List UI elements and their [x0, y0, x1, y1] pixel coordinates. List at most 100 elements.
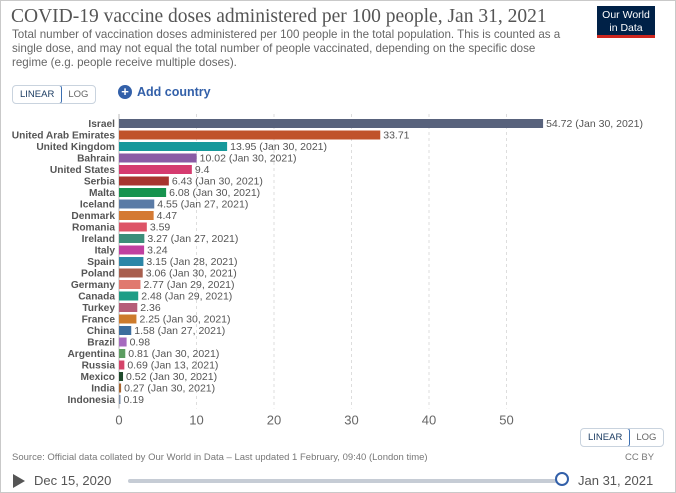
x-tick-label-20: 20	[267, 413, 281, 428]
value-label-france: 2.25 (Jan 30, 2021)	[139, 314, 230, 326]
bar-italy	[119, 245, 145, 255]
bar-chart: 0 10 20 30 40 50 Israel 54.72 (Jan 30, 2021) Uni…	[12, 114, 643, 428]
category-label-canada: Canada	[78, 292, 115, 303]
bar-serbia	[119, 176, 169, 186]
bar-turkey	[119, 303, 138, 312]
scale-toggle: LINEAR LOG	[12, 85, 97, 104]
bar-united-arab-emirates	[119, 130, 381, 140]
bar-russia	[119, 360, 125, 370]
x-tick-label-0: 0	[115, 413, 122, 428]
logo-line-2: in Data	[609, 22, 643, 34]
value-label-bahrain: 10.02 (Jan 30, 2021)	[200, 153, 297, 165]
timeline-track[interactable]	[128, 479, 563, 483]
bar-malta	[119, 188, 167, 197]
category-label-israel: Israel	[88, 119, 115, 130]
value-label-united-kingdom: 13.95 (Jan 30, 2021)	[230, 141, 327, 153]
license-link[interactable]: CC BY	[625, 452, 655, 463]
value-label-united-arab-emirates: 33.71	[383, 130, 409, 142]
bar-iceland	[119, 199, 155, 209]
bar-india	[119, 383, 122, 393]
linear-scale-button-bottom[interactable]: LINEAR	[581, 429, 631, 446]
add-country-label: Add country	[137, 85, 211, 99]
category-label-mexico: Mexico	[80, 372, 115, 383]
value-label-brazil: 0.98	[130, 337, 151, 349]
category-label-united-arab-emirates: United Arab Emirates	[12, 131, 116, 142]
category-label-poland: Poland	[81, 269, 115, 280]
add-country-button[interactable]: + Add country	[118, 85, 211, 99]
bar-denmark	[119, 211, 154, 220]
category-label-denmark: Denmark	[71, 211, 115, 222]
bar-israel	[119, 119, 544, 128]
timeline-end-label: Jan 31, 2021	[578, 473, 654, 488]
value-label-serbia: 6.43 (Jan 30, 2021)	[172, 176, 263, 188]
category-label-iceland: Iceland	[80, 200, 115, 211]
bar-argentina	[119, 349, 126, 358]
chart-title: COVID-19 vaccine doses administered per …	[11, 6, 547, 27]
category-label-united-states: United States	[50, 165, 115, 176]
bar-france	[119, 314, 137, 324]
value-label-denmark: 4.47	[157, 210, 178, 222]
category-label-ireland: Ireland	[82, 234, 115, 245]
value-label-turkey: 2.36	[140, 302, 161, 314]
x-tick-label-30: 30	[344, 413, 358, 428]
logo-red-bar	[597, 35, 655, 38]
bar-poland	[119, 268, 143, 278]
value-label-spain: 3.15 (Jan 28, 2021)	[146, 256, 237, 268]
value-label-malta: 6.08 (Jan 30, 2021)	[169, 187, 260, 199]
linear-scale-button[interactable]: LINEAR	[13, 86, 63, 103]
value-label-mexico: 0.52 (Jan 30, 2021)	[126, 371, 217, 383]
category-label-indonesia: Indonesia	[67, 395, 115, 406]
value-label-canada: 2.48 (Jan 29, 2021)	[141, 291, 232, 303]
bar-indonesia	[119, 395, 121, 404]
bar-germany	[119, 280, 141, 289]
timeline-handle[interactable]	[555, 472, 569, 486]
bar-ireland	[119, 234, 145, 243]
category-label-brazil: Brazil	[87, 338, 115, 349]
value-label-israel: 54.72 (Jan 30, 2021)	[546, 118, 643, 130]
chart-subtitle: Total number of vaccination doses admini…	[12, 28, 561, 69]
bar-spain	[119, 257, 144, 266]
category-label-russia: Russia	[82, 361, 116, 372]
value-label-ireland: 3.27 (Jan 27, 2021)	[147, 233, 238, 245]
timeline: Dec 15, 2020 Jan 31, 2021	[0, 469, 676, 493]
x-tick-label-50: 50	[499, 413, 513, 428]
value-label-poland: 3.06 (Jan 30, 2021)	[146, 268, 237, 280]
value-label-indonesia: 0.19	[124, 394, 145, 406]
x-tick-label-40: 40	[422, 413, 436, 428]
log-scale-button[interactable]: LOG	[68, 89, 89, 100]
owid-logo[interactable]: Our World in Data	[597, 6, 655, 38]
scale-toggle-bottom: LINEAR LOG	[580, 428, 665, 447]
value-label-united-states: 9.4	[195, 164, 210, 176]
value-label-argentina: 0.81 (Jan 30, 2021)	[128, 348, 219, 360]
category-label-china: China	[87, 326, 116, 337]
category-label-argentina: Argentina	[67, 349, 115, 360]
plus-circle-icon: +	[118, 85, 132, 99]
play-icon[interactable]	[13, 474, 25, 488]
category-label-italy: Italy	[95, 246, 116, 257]
value-label-china: 1.58 (Jan 27, 2021)	[134, 325, 225, 337]
category-label-bahrain: Bahrain	[77, 154, 115, 165]
value-label-romania: 3.59	[150, 222, 171, 234]
category-label-france: France	[82, 315, 116, 326]
source-note: Source: Official data collated by Our Wo…	[12, 452, 428, 463]
category-label-india: India	[91, 384, 115, 395]
value-label-italy: 3.24	[147, 245, 168, 257]
bar-united-states	[119, 165, 192, 174]
bar-canada	[119, 291, 139, 301]
timeline-start-label: Dec 15, 2020	[34, 473, 112, 488]
category-label-united-kingdom: United Kingdom	[36, 142, 115, 153]
bar-united-kingdom	[119, 142, 228, 151]
logo-line-1: Our World	[602, 9, 650, 21]
value-label-russia: 0.69 (Jan 13, 2021)	[127, 360, 218, 372]
category-label-serbia: Serbia	[84, 177, 115, 188]
value-label-india: 0.27 (Jan 30, 2021)	[124, 383, 215, 395]
category-label-spain: Spain	[87, 257, 115, 268]
bar-romania	[119, 222, 147, 232]
category-label-germany: Germany	[71, 280, 116, 291]
value-label-iceland: 4.55 (Jan 27, 2021)	[157, 199, 248, 211]
bar-mexico	[119, 372, 124, 381]
bar-bahrain	[119, 153, 197, 163]
log-scale-button-bottom[interactable]: LOG	[636, 432, 657, 443]
bar-brazil	[119, 337, 127, 347]
